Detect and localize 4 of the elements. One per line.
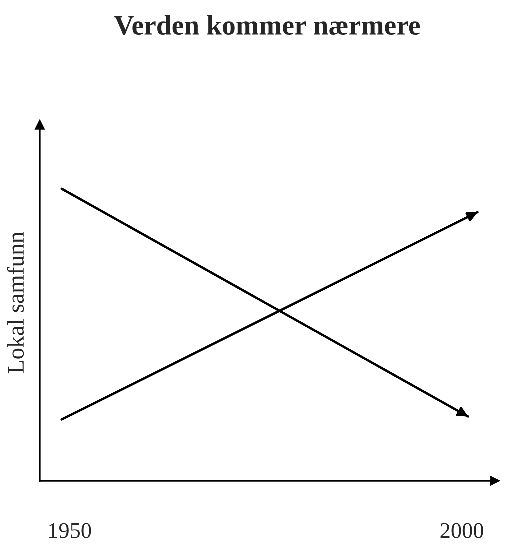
x-tick-label: 1950	[50, 523, 92, 538]
chart-title: Verden kommer nærmere	[114, 15, 420, 36]
y-axis-title: Lokal samfunn	[7, 232, 24, 374]
x-tick-label: 2000	[440, 523, 484, 538]
